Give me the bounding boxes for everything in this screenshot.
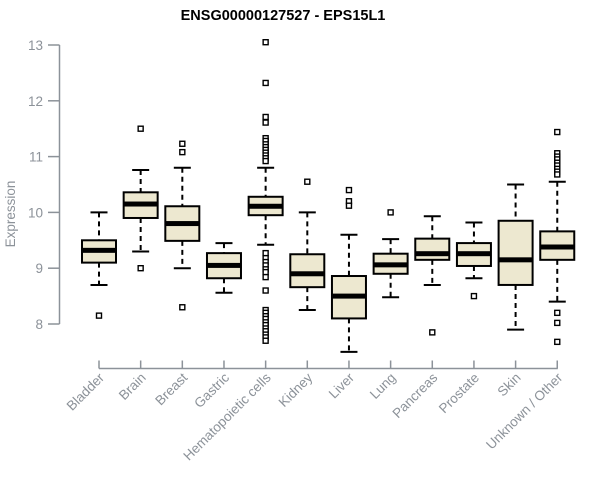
box-group-liver [330, 186, 367, 353]
outlier-point [345, 202, 353, 209]
median-bar [123, 201, 158, 207]
box-group-kidney [289, 178, 326, 312]
outlier-point [262, 79, 269, 87]
outlier-point [179, 140, 186, 147]
outlier-point [554, 338, 561, 346]
outlier-point [262, 113, 269, 121]
outlier-point [554, 309, 561, 317]
x-tick-label-lung: Lung [367, 370, 399, 402]
median-bar [415, 251, 450, 257]
outlier-point [262, 337, 269, 344]
y-tick-label: 13 [28, 38, 43, 53]
median-bar [540, 244, 575, 250]
outlier-point [137, 125, 144, 132]
outlier-point [262, 249, 269, 257]
box-group-lung [372, 209, 409, 299]
y-tick-label: 10 [28, 205, 43, 220]
outlier-point [554, 128, 561, 136]
median-bar [82, 247, 116, 253]
median-bar [373, 262, 408, 268]
chart-title: ENSG00000127527 - EPS15L1 [181, 8, 386, 24]
box-group-hematopoietic-cells [247, 39, 284, 344]
x-tick-label-pancreas: Pancreas [389, 370, 440, 421]
median-bar [248, 203, 283, 209]
y-tick-label: 9 [35, 261, 43, 276]
outlier-point [345, 186, 353, 194]
y-axis: 8 9 10 11 12 13 [28, 38, 61, 332]
box-group-skin [497, 183, 534, 331]
median-bar [456, 251, 491, 257]
x-tick-label-bladder: Bladder [64, 370, 108, 414]
outlier-point [262, 273, 269, 281]
box-group-breast [164, 140, 201, 311]
iqr-box [289, 253, 326, 289]
median-bar [331, 293, 366, 299]
outlier-point [179, 304, 186, 311]
box-series [81, 39, 576, 353]
box-group-gastric [205, 242, 242, 294]
outlier-point [262, 287, 269, 294]
outlier-point [387, 209, 394, 216]
outlier-point [429, 329, 436, 336]
median-bar [206, 262, 241, 268]
median-bar [290, 271, 325, 277]
box-group-brain [122, 125, 159, 272]
outlier-point [137, 265, 144, 272]
x-tick-label-skin: Skin [495, 370, 524, 399]
x-tick-label-prostate: Prostate [436, 370, 482, 416]
outlier-point [262, 157, 269, 165]
y-tick-label: 11 [29, 150, 43, 165]
x-tick-label-breast: Breast [152, 370, 190, 408]
box-group-prostate [455, 221, 492, 300]
outlier-point [262, 119, 269, 126]
outlier-point [95, 312, 103, 319]
iqr-box [497, 219, 534, 286]
y-tick-label: 12 [28, 94, 43, 109]
outlier-point [554, 319, 561, 327]
median-bar [165, 221, 200, 227]
outlier-point [262, 268, 269, 276]
x-tick-label-liver: Liver [326, 370, 358, 402]
outlier-point [179, 148, 186, 156]
outlier-point [304, 178, 311, 185]
y-axis-title: Expression [3, 181, 18, 248]
x-tick-label-brain: Brain [116, 370, 149, 403]
outlier-point [262, 39, 269, 46]
outlier-point [470, 292, 478, 300]
outlier-point [554, 171, 561, 178]
x-tick-label-unknown-other: Unknown / Other [483, 370, 566, 453]
y-tick-label: 8 [35, 317, 43, 332]
box-group-pancreas [414, 215, 451, 336]
x-tick-label-gastric: Gastric [191, 370, 232, 411]
x-tick-label-kidney: Kidney [276, 370, 316, 410]
median-bar [498, 257, 533, 263]
iqr-box [414, 237, 451, 261]
box-group-unknown-other [539, 128, 576, 346]
box-group-bladder [81, 211, 117, 319]
